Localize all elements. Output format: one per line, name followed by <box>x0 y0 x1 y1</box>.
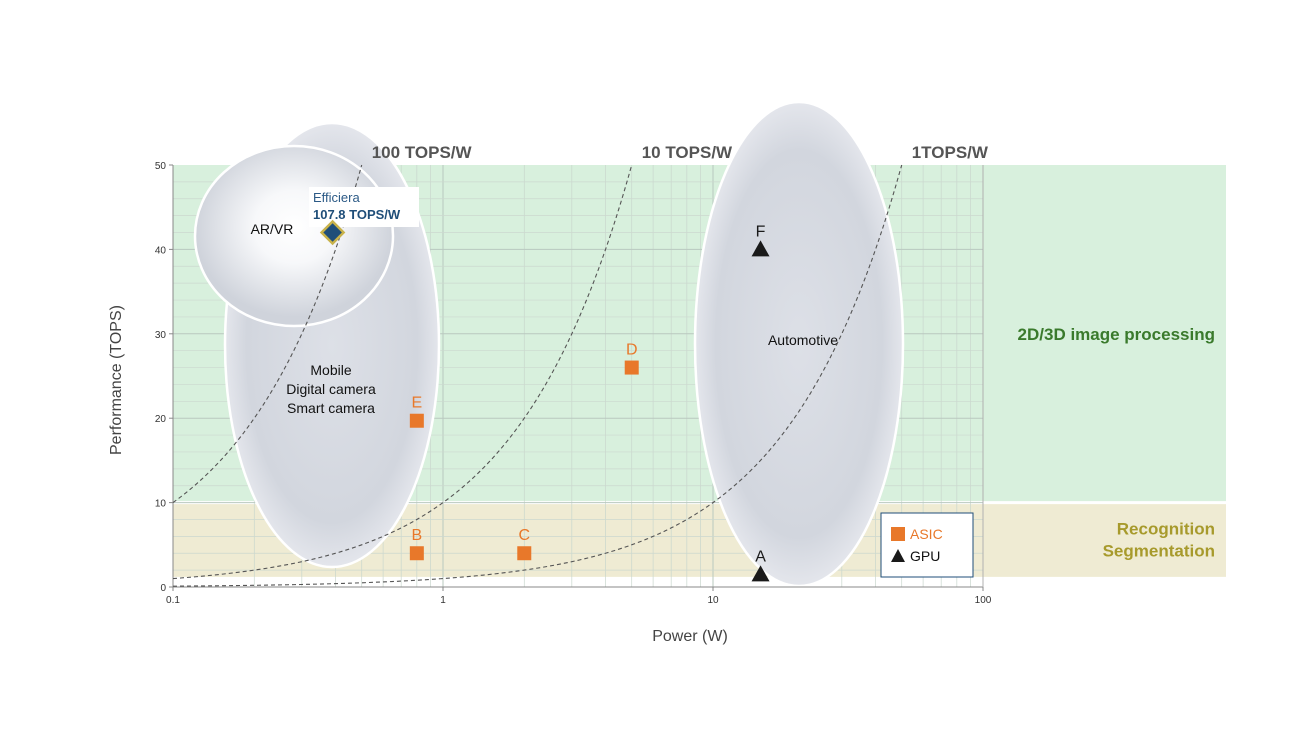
x-tick-label: 10 <box>707 595 719 606</box>
x-tick-label: 100 <box>975 595 992 606</box>
point-label-F: F <box>756 223 766 240</box>
region-label: Automotive <box>768 332 838 348</box>
legend-swatch-asic <box>891 527 905 541</box>
efficiency-label-2: 1TOPS/W <box>912 143 989 162</box>
efficiency-label-1: 10 TOPS/W <box>642 143 733 162</box>
y-tick-label: 0 <box>160 583 166 594</box>
point-label-A: A <box>755 548 766 565</box>
legend-label-1: GPU <box>910 548 940 564</box>
region-label: Mobile <box>310 362 351 378</box>
asic-point-D <box>624 360 639 375</box>
region-label: Digital camera <box>286 381 376 397</box>
band-label-0-0: 2D/3D image processing <box>1018 325 1215 344</box>
y-tick-label: 30 <box>155 330 167 341</box>
x-tick-label: 1 <box>440 595 446 606</box>
callout-value: 107.8 TOPS/W <box>313 207 401 222</box>
region-automotive-bubble <box>693 100 905 588</box>
region-label: AR/VR <box>251 221 294 237</box>
efficiency-curve-0 <box>172 164 363 504</box>
y-tick-label: 40 <box>155 245 167 256</box>
asic-point-B <box>409 546 424 561</box>
region-automotive: Automotive <box>693 100 905 588</box>
gpu-point-F <box>751 240 770 257</box>
region-ar-vr-bubble <box>193 144 395 328</box>
legend-swatch-gpu <box>891 549 905 562</box>
region-ar-vr: AR/VR <box>193 144 395 328</box>
efficiency-curve-2 <box>172 164 903 587</box>
gpu-point-A <box>751 565 770 582</box>
legend-box <box>880 512 974 578</box>
curves-layer: 100 TOPS/W 10 TOPS/W 1TOPS/W <box>172 143 989 587</box>
efficiera-point <box>319 219 346 246</box>
region-label: Smart camera <box>287 400 375 416</box>
point-label-B: B <box>411 527 422 544</box>
efficiency-label-0: 100 TOPS/W <box>372 143 473 162</box>
x-axis-title: Power (W) <box>652 628 728 645</box>
marks-layer: B C D E A F Efficiera 107.8 TOPS/W ASIC GPU <box>309 187 974 582</box>
y-tick-label: 10 <box>155 499 167 510</box>
y-tick-label: 20 <box>155 414 167 425</box>
x-tick-label: 0.1 <box>166 595 180 606</box>
callout-box <box>309 187 419 227</box>
legend-label-0: ASIC <box>910 526 943 542</box>
axes-layer: 0.1 1 10 100 0 10 20 30 40 50 <box>155 161 992 606</box>
regions-layer: Mobile Digital camera Smart camera AR/VR Aut… <box>193 100 905 588</box>
callout-title: Efficiera <box>313 190 360 205</box>
asic-point-C <box>517 546 532 561</box>
asic-point-E <box>409 413 424 428</box>
point-label-C: C <box>518 527 530 544</box>
y-axis-title: Performance (TOPS) <box>108 305 125 455</box>
y-tick-label: 50 <box>155 161 167 172</box>
legend: ASIC GPU <box>880 512 974 578</box>
band-label-1-1: Segmentation <box>1103 542 1215 561</box>
point-label-E: E <box>411 395 422 412</box>
band-label-1-0: Recognition <box>1117 520 1215 539</box>
point-label-D: D <box>626 342 638 359</box>
